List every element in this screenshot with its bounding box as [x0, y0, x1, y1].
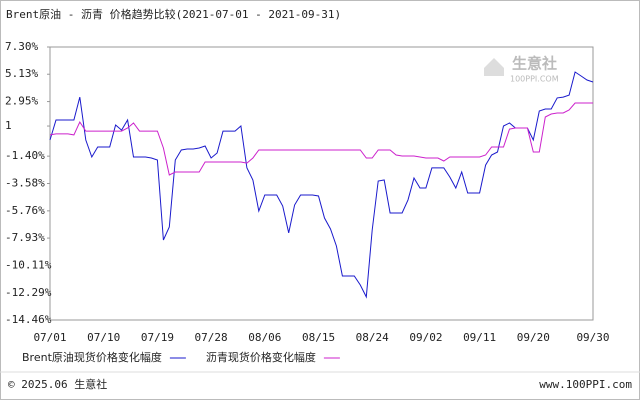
x-tick-label: 07/01 — [33, 331, 66, 344]
x-tick-label: 09/20 — [517, 331, 550, 344]
footer-copyright: © 2025.06 生意社 — [8, 377, 107, 391]
series-line — [49, 71, 594, 299]
x-tick-label: 07/10 — [87, 331, 120, 344]
y-tick-label: 2.95% — [5, 95, 38, 108]
y-tick-label: -10.11% — [5, 258, 52, 271]
y-tick-label: 5.13% — [5, 67, 38, 80]
x-tick-label: 08/15 — [302, 331, 335, 344]
legend-label: Brent原油现货价格变化幅度 — [22, 350, 162, 364]
legend-label: 沥青现货价格变化幅度 — [206, 350, 316, 364]
y-tick-label: -12.29% — [5, 286, 52, 299]
y-tick-label: -1.40% — [5, 149, 45, 162]
x-tick-label: 07/28 — [195, 331, 228, 344]
footer-site: www.100PPI.com — [539, 378, 632, 391]
x-tick-label: 09/11 — [463, 331, 496, 344]
series-line — [49, 102, 593, 176]
y-tick-label: -7.93% — [5, 231, 45, 244]
watermark-name: 生意社 — [512, 55, 557, 73]
y-tick-label: -5.76% — [5, 204, 45, 217]
x-tick-label: 08/24 — [356, 331, 389, 344]
watermark-site: 100PPI.COM — [510, 75, 559, 84]
watermark: 生意社 100PPI.COM — [484, 55, 559, 84]
watermark-icon — [484, 58, 504, 76]
y-tick-label: 1 — [5, 119, 12, 132]
y-tick-label: -14.46% — [5, 313, 52, 326]
y-tick-label: -3.58% — [5, 177, 45, 190]
x-tick-label: 08/06 — [248, 331, 281, 344]
x-tick-label: 09/30 — [576, 331, 609, 344]
y-tick-label: 7.30% — [5, 40, 38, 53]
chart-title: Brent原油 - 沥青 价格趋势比较(2021-07-01 - 2021-09… — [6, 7, 341, 21]
x-tick-label: 09/02 — [409, 331, 442, 344]
x-tick-label: 07/19 — [141, 331, 174, 344]
